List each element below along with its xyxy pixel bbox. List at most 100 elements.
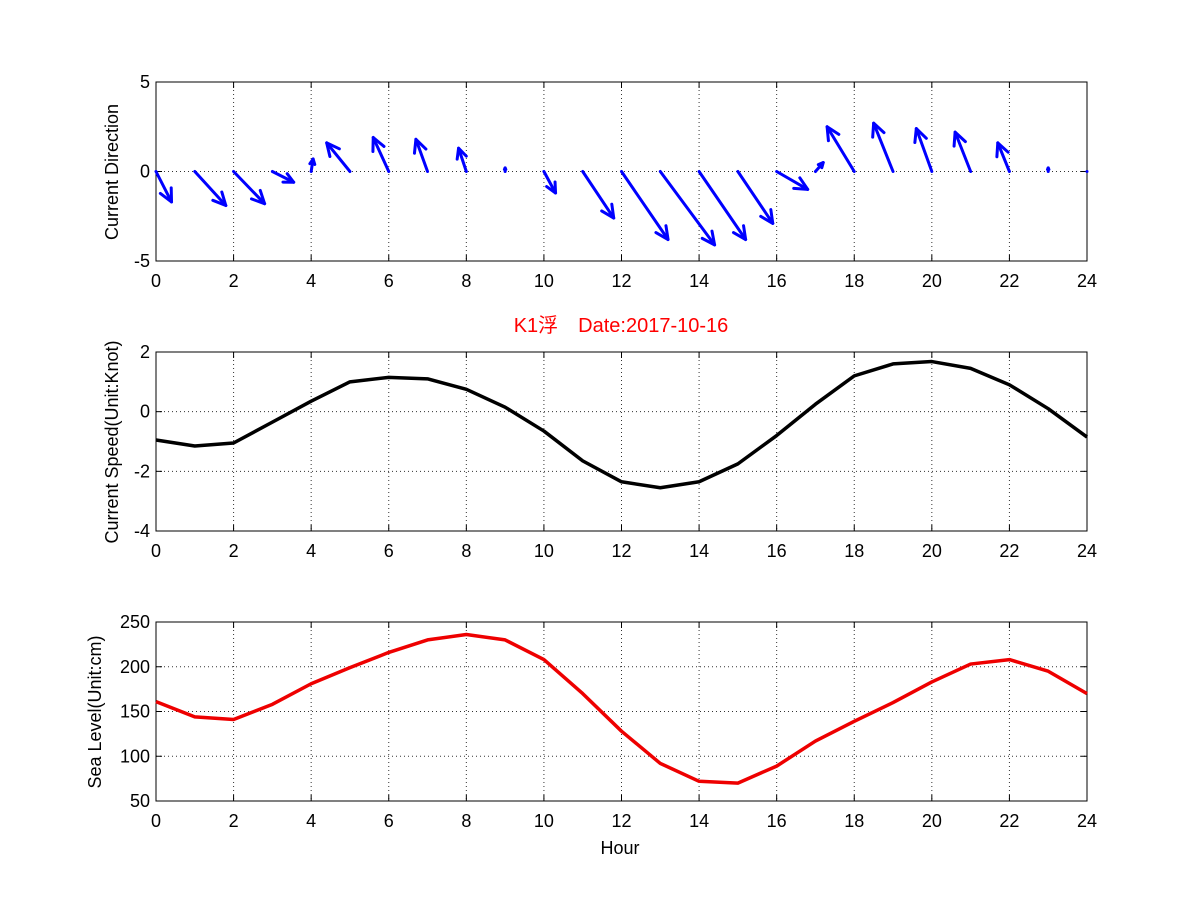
quiver-arrow	[371, 135, 391, 173]
quiver-arrow	[1085, 170, 1089, 173]
quiver-arrow	[620, 170, 670, 242]
current-direction-ylabel: Current Direction	[102, 104, 122, 240]
quiver-head	[995, 141, 1010, 159]
current-direction-xtick-label: 18	[844, 271, 864, 291]
current-speed-panel: K1浮 Date:2017-10-16 Current Speed(Unit:K…	[102, 314, 1097, 561]
sea-level-axes-frame	[155, 621, 1088, 802]
current-speed-xtick-label: 0	[151, 541, 161, 561]
quiver-shaft	[270, 170, 296, 184]
current-direction-xtick-label: 8	[461, 271, 471, 291]
quiver-point	[1085, 170, 1089, 173]
current-direction-xtick-label: 24	[1077, 271, 1097, 291]
quiver-arrow	[502, 166, 508, 173]
sea-level-xtick-label: 12	[611, 811, 631, 831]
quiver-arrow	[813, 161, 825, 173]
quiver-shaft	[736, 170, 775, 225]
chart-title: K1浮 Date:2017-10-16	[514, 314, 729, 337]
quiver-shaft	[996, 141, 1011, 173]
quiver-head	[700, 229, 717, 247]
current-direction-ytick-label: -5	[134, 251, 150, 271]
current-speed-xtick-label: 18	[844, 541, 864, 561]
quiver-arrow	[697, 170, 748, 242]
quiver-head	[816, 161, 825, 170]
quiver-shaft	[232, 170, 267, 206]
current-speed-ytick-label: 0	[140, 402, 150, 422]
quiver-arrow	[154, 170, 174, 204]
current-direction-ytick-label: 0	[140, 162, 150, 182]
quiver-shaft	[825, 125, 856, 173]
sea-level-ytick-label: 50	[130, 791, 150, 811]
quiver-shaft	[658, 170, 717, 247]
sea-level-xtick-label: 4	[306, 811, 316, 831]
quiver-head	[731, 224, 748, 242]
quiver-head	[158, 186, 174, 204]
quiver-shaft	[914, 127, 934, 173]
sea-level-ytick-label: 200	[120, 657, 150, 677]
quiver-head	[871, 121, 886, 139]
quiver-arrow	[455, 146, 468, 173]
quiver-shaft	[325, 141, 352, 173]
current-speed-xtick-label: 4	[306, 541, 316, 561]
sea-level-xtick-label: 2	[229, 811, 239, 831]
quiver-arrow	[775, 170, 810, 191]
current-direction-xtick-label: 2	[229, 271, 239, 291]
sea-level-xtick-label: 10	[534, 811, 554, 831]
current-speed-xtick-label: 24	[1077, 541, 1097, 561]
quiver-arrow	[871, 121, 895, 173]
current-direction-xtick-label: 20	[922, 271, 942, 291]
sea-level-panel: Sea Level(Unit:cm) Hour 0 2 4 6 8 10 12 14 16 18 2…	[85, 612, 1097, 858]
sea-level-xlabel: Hour	[600, 838, 639, 858]
quiver-head	[455, 146, 468, 161]
sea-level-ylabel: Sea Level(Unit:cm)	[85, 635, 105, 788]
current-speed-xtick-label: 6	[384, 541, 394, 561]
quiver-arrow	[658, 170, 717, 247]
quiver-arrow	[412, 137, 430, 173]
quiver-arrow	[325, 141, 352, 173]
sea-level-ytick-label: 250	[120, 612, 150, 632]
quiver-arrow	[736, 170, 775, 225]
quiver-arrow	[825, 125, 856, 173]
sea-level-ytick-label: 100	[120, 746, 150, 766]
quiver-head	[913, 127, 928, 144]
quiver-arrow	[952, 130, 973, 173]
current-direction-xtick-label: 14	[689, 271, 709, 291]
quiver-arrow	[1046, 166, 1051, 173]
quiver-head	[502, 166, 508, 171]
quiver-arrow	[193, 170, 228, 208]
quiver-shaft	[193, 170, 228, 208]
current-speed-xtick-label: 12	[611, 541, 631, 561]
quiver-arrow	[232, 170, 267, 206]
quiver-arrow	[270, 170, 296, 184]
quiver-shaft	[620, 170, 670, 242]
sea-level-xtick-label: 18	[844, 811, 864, 831]
current-direction-ytick-label: 5	[140, 72, 150, 92]
quiver-shaft	[775, 170, 810, 191]
quiver-head	[308, 157, 317, 166]
current-speed-xtick-label: 2	[229, 541, 239, 561]
quiver-arrow	[913, 127, 934, 173]
sea-level-xtick-label: 14	[689, 811, 709, 831]
quiver-head	[211, 190, 228, 208]
quiver-head	[654, 224, 670, 242]
quiver-head	[1046, 166, 1051, 171]
current-speed-xtick-label: 16	[767, 541, 787, 561]
quiver-head	[825, 125, 841, 143]
quiver-head	[371, 135, 386, 153]
sea-level-ytick-label: 150	[120, 702, 150, 722]
sea-level-xtick-label: 22	[999, 811, 1019, 831]
quiver-head	[600, 202, 616, 220]
current-speed-xtick-label: 22	[999, 541, 1019, 561]
quiver-shaft	[581, 170, 616, 220]
current-direction-xtick-label: 12	[611, 271, 631, 291]
current-speed-xtick-label: 14	[689, 541, 709, 561]
current-direction-xtick-label: 16	[767, 271, 787, 291]
sea-level-xtick-label: 8	[461, 811, 471, 831]
quiver-shaft	[371, 135, 391, 173]
sea-level-xtick-label: 0	[151, 811, 161, 831]
quiver-arrow	[542, 170, 558, 195]
quiver-shaft	[457, 146, 468, 173]
current-direction-xtick-label: 0	[151, 271, 161, 291]
quiver-shaft	[542, 170, 558, 195]
quiver-head	[792, 176, 810, 191]
